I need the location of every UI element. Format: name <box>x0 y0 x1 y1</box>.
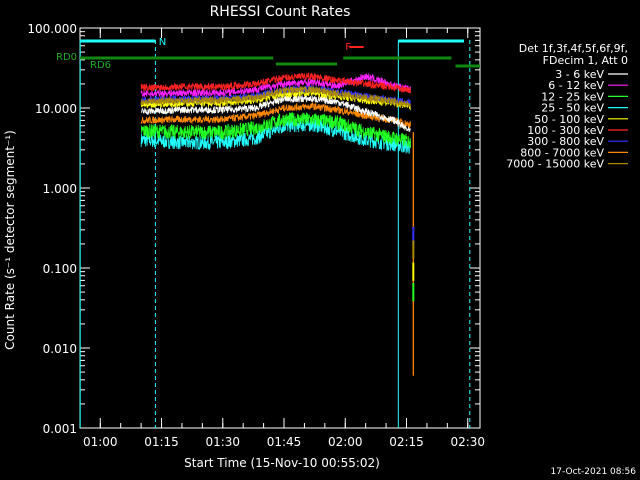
legend-label: 6 - 12 keV <box>548 79 604 92</box>
annotation-rd0: RD0 <box>56 52 77 63</box>
legend-header-line1: Det 1f,3f,4f,5f,6f,9f, <box>519 42 628 55</box>
y-tick-label: 10.000 <box>35 102 77 116</box>
legend-label: 50 - 100 keV <box>534 113 604 126</box>
y-tick-label: 0.001 <box>43 422 77 436</box>
legend-label: 3 - 6 keV <box>555 68 604 81</box>
series-line-5 <box>140 72 411 94</box>
x-tick-label: 01:15 <box>144 435 179 449</box>
y-tick-label: 0.010 <box>43 342 77 356</box>
plot-area: 0.001 0.010 0.100 1.000 10.000 100.000 01:00 01… <box>27 22 485 449</box>
y-tick-label: 1.000 <box>43 182 77 196</box>
series-line-2 <box>140 112 411 149</box>
y-tick-label: 0.100 <box>43 262 77 276</box>
x-tick-label: 01:30 <box>205 435 240 449</box>
x-axis-label: Start Time (15-Nov-10 00:55:02) <box>184 456 380 470</box>
series-line-1 <box>140 72 411 98</box>
chart-title: RHESSI Count Rates <box>210 4 351 20</box>
y-tick-label: 100.000 <box>27 22 77 36</box>
annotation-n: N <box>159 37 166 48</box>
annotation-rd6: RD6 <box>90 60 111 71</box>
annotation-f: F <box>345 42 351 53</box>
series-line-4 <box>140 89 411 111</box>
y-axis-label: Count Rate (s⁻¹ detector segment⁻¹) <box>3 130 17 350</box>
x-tick-label: 02:30 <box>450 435 485 449</box>
series-line-8 <box>140 86 411 108</box>
legend-label: 100 - 300 keV <box>527 124 604 137</box>
plot-frame <box>79 27 481 429</box>
legend-label: 25 - 50 keV <box>541 102 604 115</box>
legend-label: 12 - 25 keV <box>541 90 604 103</box>
legend-label: 7000 - 15000 keV <box>506 158 604 171</box>
legend-label: 800 - 7000 keV <box>520 146 604 159</box>
series-line-7 <box>140 102 411 128</box>
x-tick-label: 02:00 <box>328 435 363 449</box>
x-tick-label: 01:00 <box>83 435 118 449</box>
footer-date: 17-Oct-2021 08:56 <box>551 467 637 477</box>
legend: Det 1f,3f,4f,5f,6f,9f, FDecim 1, Att 0 3… <box>506 42 628 171</box>
legend-header-line2: FDecim 1, Att 0 <box>543 54 628 67</box>
legend-label: 300 - 800 keV <box>527 135 604 148</box>
x-tick-label: 01:45 <box>267 435 302 449</box>
x-tick-label: 02:15 <box>389 435 424 449</box>
